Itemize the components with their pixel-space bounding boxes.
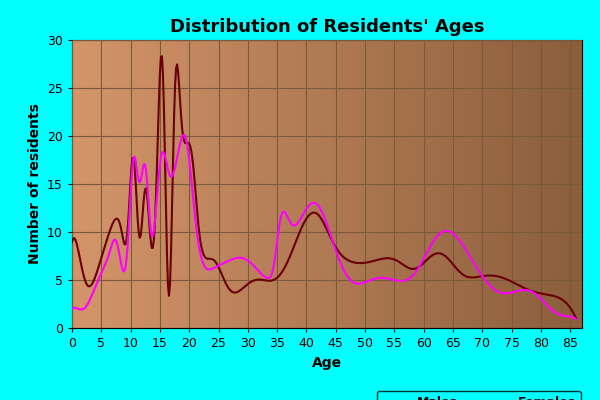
Y-axis label: Number of residents: Number of residents (28, 104, 41, 264)
X-axis label: Age: Age (312, 356, 342, 370)
Legend: Males, Females: Males, Females (377, 391, 581, 400)
Title: Distribution of Residents' Ages: Distribution of Residents' Ages (170, 18, 484, 36)
